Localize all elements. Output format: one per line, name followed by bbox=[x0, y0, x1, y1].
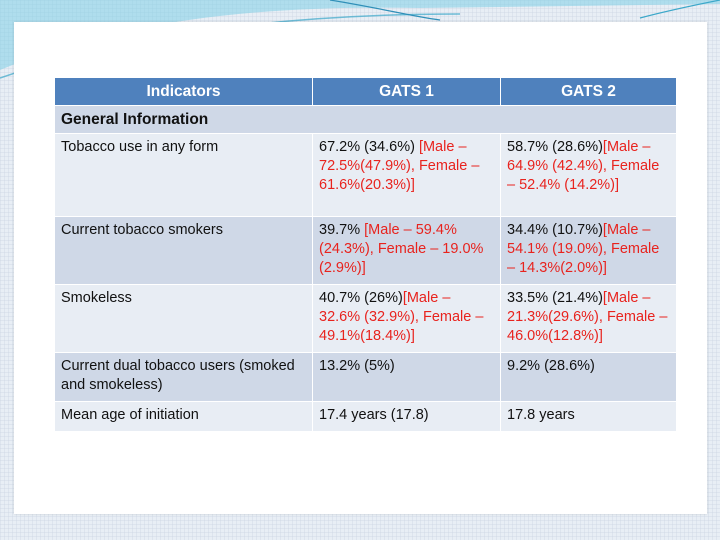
section-row: General Information bbox=[54, 105, 677, 134]
gats1-cell: 40.7% (26%)[Male – 32.6% (32.9%), Female… bbox=[312, 284, 501, 353]
gats2-value: 58.7% (28.6%) bbox=[507, 139, 603, 155]
gats2-value: 9.2% (28.6%) bbox=[507, 358, 595, 374]
indicator-cell: Current dual tobacco users (smoked and s… bbox=[54, 352, 313, 402]
table-row: Current tobacco smokers 39.7% [Male – 59… bbox=[54, 216, 677, 285]
gats1-cell: 67.2% (34.6%) [Male – 72.5%(47.9%), Fema… bbox=[312, 133, 501, 217]
gats1-cell: 17.4 years (17.8) bbox=[312, 401, 501, 432]
gats1-value: 17.4 years (17.8) bbox=[319, 407, 429, 423]
gats1-value: 40.7% (26%) bbox=[319, 290, 403, 306]
gats1-detail: [Male – 72.5%(47.9%), Female – 61.6%(20.… bbox=[319, 139, 480, 193]
gats1-detail: [Male – 32.6% (32.9%), Female – 49.1%(18… bbox=[319, 290, 484, 344]
gats1-value: 13.2% (5%) bbox=[319, 358, 395, 374]
table-row: Tobacco use in any form 67.2% (34.6%) [M… bbox=[54, 133, 677, 217]
header-indicators: Indicators bbox=[54, 77, 313, 106]
gats2-cell: 34.4% (10.7%)[Male – 54.1% (19.0%), Fema… bbox=[500, 216, 677, 285]
gats1-value: 67.2% (34.6%) bbox=[319, 139, 419, 155]
table-row: Smokeless 40.7% (26%)[Male – 32.6% (32.9… bbox=[54, 284, 677, 353]
header-gats2: GATS 2 bbox=[500, 77, 677, 106]
gats2-cell: 33.5% (21.4%)[Male – 21.3%(29.6%), Femal… bbox=[500, 284, 677, 353]
gats2-cell: 9.2% (28.6%) bbox=[500, 352, 677, 402]
gats2-value: 33.5% (21.4%) bbox=[507, 290, 603, 306]
gats2-detail: [Male – 54.1% (19.0%), Female – 14.3%(2.… bbox=[507, 222, 660, 276]
gats2-cell: 17.8 years bbox=[500, 401, 677, 432]
header-gats1: GATS 1 bbox=[312, 77, 501, 106]
table-row: Current dual tobacco users (smoked and s… bbox=[54, 352, 677, 402]
section-title: General Information bbox=[54, 105, 677, 134]
indicator-cell: Tobacco use in any form bbox=[54, 133, 313, 217]
indicator-cell: Current tobacco smokers bbox=[54, 216, 313, 285]
gats2-value: 17.8 years bbox=[507, 407, 575, 423]
indicator-cell: Mean age of initiation bbox=[54, 401, 313, 432]
indicators-table: Indicators GATS 1 GATS 2 General Informa… bbox=[54, 77, 677, 432]
gats2-detail: [Male – 64.9% (42.4%), Female – 52.4% (1… bbox=[507, 139, 660, 193]
gats2-value: 34.4% (10.7%) bbox=[507, 222, 603, 238]
gats2-detail: [Male – 21.3%(29.6%), Female – 46.0%(12.… bbox=[507, 290, 668, 344]
slide-panel: Indicators GATS 1 GATS 2 General Informa… bbox=[14, 22, 707, 514]
gats1-value: 39.7% bbox=[319, 222, 365, 238]
table-header-row: Indicators GATS 1 GATS 2 bbox=[54, 77, 677, 106]
gats2-cell: 58.7% (28.6%)[Male – 64.9% (42.4%), Fema… bbox=[500, 133, 677, 217]
table-row: Mean age of initiation 17.4 years (17.8)… bbox=[54, 401, 677, 432]
gats1-cell: 13.2% (5%) bbox=[312, 352, 501, 402]
indicator-cell: Smokeless bbox=[54, 284, 313, 353]
gats1-cell: 39.7% [Male – 59.4% (24.3%), Female – 19… bbox=[312, 216, 501, 285]
gats1-detail: [Male – 59.4% (24.3%), Female – 19.0%(2.… bbox=[319, 222, 484, 276]
